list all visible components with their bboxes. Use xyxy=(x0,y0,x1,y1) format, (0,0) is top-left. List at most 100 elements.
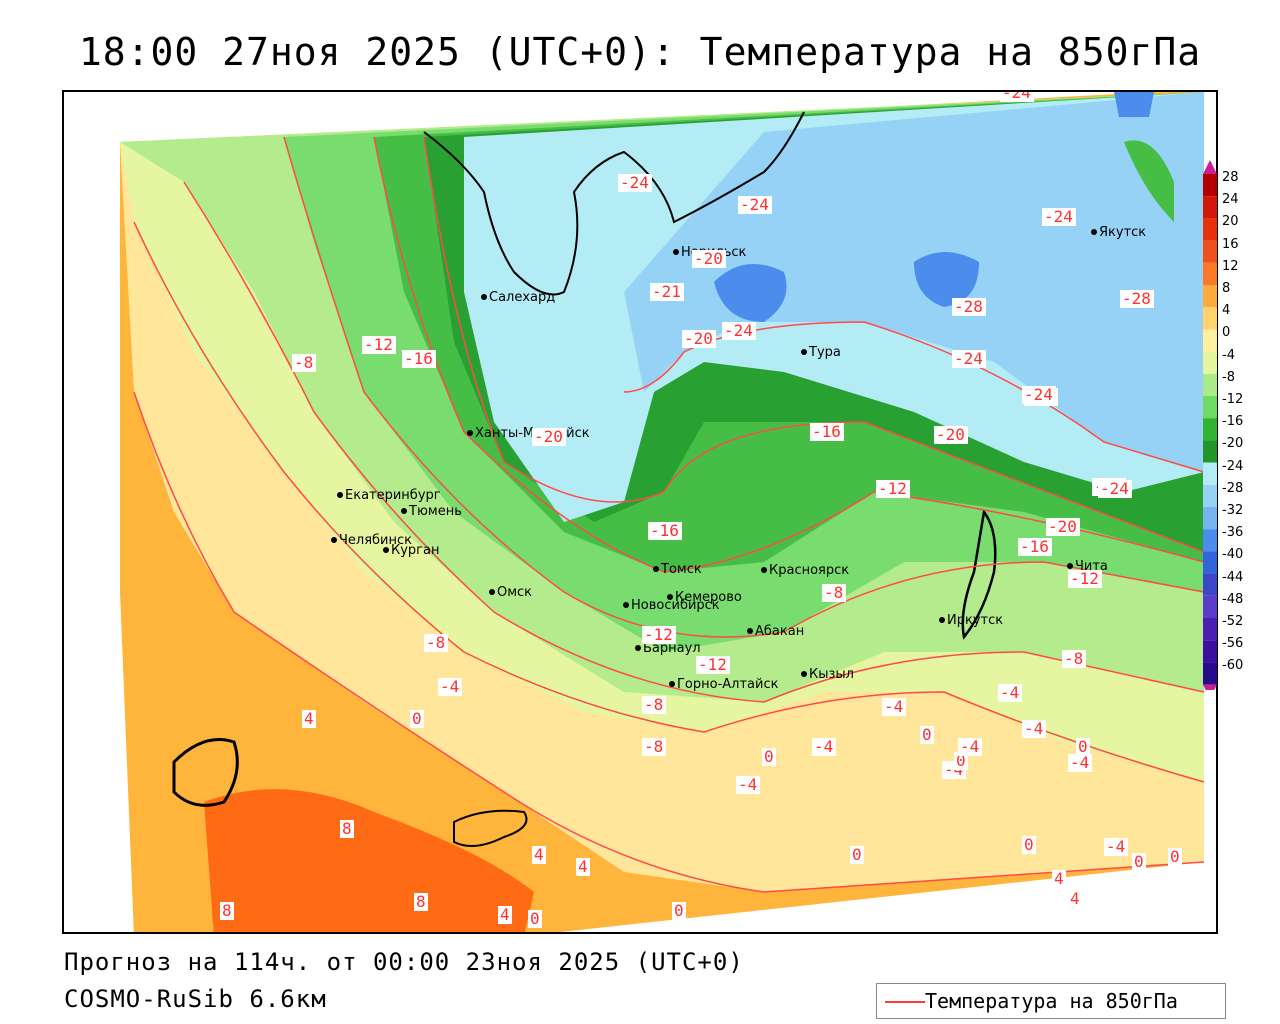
city-marker xyxy=(653,566,659,572)
contour-label: 0 xyxy=(1134,852,1144,871)
contour-label: -4 xyxy=(1000,683,1019,702)
contour-label: -12 xyxy=(644,625,673,644)
scale-swatch xyxy=(1203,262,1217,285)
scale-arrow-down xyxy=(1203,684,1217,690)
scale-swatch xyxy=(1203,174,1217,197)
contour-label: -20 xyxy=(694,249,723,268)
scale-arrow-up xyxy=(1203,160,1217,174)
map-canvas: НорильскСалехардТураЯкутскХанты-Мансийск… xyxy=(64,92,1216,932)
city-marker xyxy=(667,594,673,600)
contour-label: 8 xyxy=(416,892,426,911)
contour-label-bg xyxy=(882,698,906,716)
coastline-north xyxy=(423,111,805,296)
scale-swatch xyxy=(1203,595,1217,618)
city-label: Томск xyxy=(660,562,702,577)
contour-label: 0 xyxy=(1024,835,1034,854)
contour-label: -4 xyxy=(1106,837,1125,856)
city-label: Якутск xyxy=(1099,225,1146,240)
forecast-info: Прогноз на 114ч. от 00:00 23ноя 2025 (UT… xyxy=(64,948,744,976)
contour-label: 0 xyxy=(956,751,966,770)
city-marker xyxy=(401,508,407,514)
contour-label-bg xyxy=(736,776,760,794)
contour-label: -28 xyxy=(954,297,983,316)
city-marker xyxy=(747,628,753,634)
contour-label-bg xyxy=(220,902,234,920)
scale-tick-label: -28 xyxy=(1222,480,1244,496)
contour-label-bg xyxy=(1098,480,1132,498)
city-marker xyxy=(337,492,343,498)
contour-label-bg xyxy=(954,752,968,770)
contour-label-bg xyxy=(1052,870,1066,888)
contour-label-bg xyxy=(402,350,436,368)
contour-label: -8 xyxy=(644,737,663,756)
scale-swatch xyxy=(1203,351,1217,374)
model-info: COSMO-RuSib 6.6км xyxy=(64,985,327,1013)
contour-label-bg xyxy=(1022,836,1036,854)
city-marker xyxy=(489,589,495,595)
zone-minus32-a xyxy=(714,264,787,322)
legend-label: Температура на 850гПа xyxy=(925,989,1178,1013)
contour-label: -20 xyxy=(936,425,965,444)
scale-swatch xyxy=(1203,529,1217,552)
contour-label-bg xyxy=(1018,538,1052,556)
city-label: Красноярск xyxy=(769,563,849,578)
contour-label: 4 xyxy=(1070,889,1080,908)
scale-tick-label: 28 xyxy=(1222,170,1239,185)
contour-label: -24 xyxy=(1002,92,1031,102)
contour-label-bg xyxy=(1068,754,1092,772)
contour-label: 0 xyxy=(922,725,932,744)
contour-label: 0 xyxy=(412,709,422,728)
contour-label: -16 xyxy=(650,521,679,540)
contour-label-bg xyxy=(682,330,716,348)
contour-label: -4 xyxy=(884,697,903,716)
contour-label-bg xyxy=(1022,720,1046,738)
city-label: Абакан xyxy=(755,624,804,639)
contour-label-bg xyxy=(424,634,448,652)
contour-label: 0 xyxy=(674,901,684,920)
contour-label: 4 xyxy=(1054,869,1064,888)
scale-swatch xyxy=(1203,551,1217,574)
contour-label-bg xyxy=(292,354,316,372)
contour-label: -12 xyxy=(364,335,393,354)
scale-swatch xyxy=(1203,329,1217,352)
scale-swatch xyxy=(1203,396,1217,419)
city-label: Салехард xyxy=(489,290,555,305)
contour-label-bg xyxy=(642,626,676,644)
scale-tick-label: -36 xyxy=(1222,525,1244,541)
contour-label-layer: -24-24-24-20-24-28-21-20-24-24-28-24-24-… xyxy=(220,92,1182,928)
contour-label-bg xyxy=(576,858,590,876)
scale-swatch xyxy=(1203,573,1217,596)
contour-label-bg xyxy=(1076,738,1090,756)
contour-label: -16 xyxy=(812,422,841,441)
contour-label: -4 xyxy=(960,737,979,756)
scale-swatch xyxy=(1203,462,1217,485)
scale-tick-label: -24 xyxy=(1222,458,1244,474)
contour-label-bg xyxy=(532,428,566,446)
scale-tick-label: 0 xyxy=(1222,325,1231,341)
contour-label: -24 xyxy=(620,173,649,192)
city-label: Кемерово xyxy=(675,590,742,605)
scale-tick-label: -52 xyxy=(1222,614,1244,629)
scale-swatch xyxy=(1203,285,1217,308)
contour-label: -12 xyxy=(878,479,907,498)
contour-label: -8 xyxy=(644,695,663,714)
scale-swatch xyxy=(1203,418,1217,441)
scale-tick-label: -8 xyxy=(1222,369,1235,385)
city-marker xyxy=(1067,563,1073,569)
color-scale: 28 24 20 16 12 8 4 0 -4 -8 -12 -16 -20 -24 -28 -32 -36 -4… xyxy=(1200,160,1280,690)
contour-label: -20 xyxy=(684,329,713,348)
scale-tick-label: -60 xyxy=(1222,658,1244,674)
city-label: Тюмень xyxy=(408,504,462,519)
legend-line xyxy=(885,1001,925,1003)
contour-label: -24 xyxy=(1024,385,1053,404)
contour-label-bg xyxy=(648,522,682,540)
city-label: Барнаул xyxy=(643,641,701,656)
city-label: Курган xyxy=(391,543,439,558)
zone-minus32-b xyxy=(914,252,979,307)
city-marker xyxy=(939,617,945,623)
contour-label: -28 xyxy=(1122,289,1151,308)
contour-label-bg xyxy=(672,902,686,920)
contour-label: 8 xyxy=(342,819,352,838)
city-marker xyxy=(331,537,337,543)
scale-swatch xyxy=(1203,307,1217,330)
